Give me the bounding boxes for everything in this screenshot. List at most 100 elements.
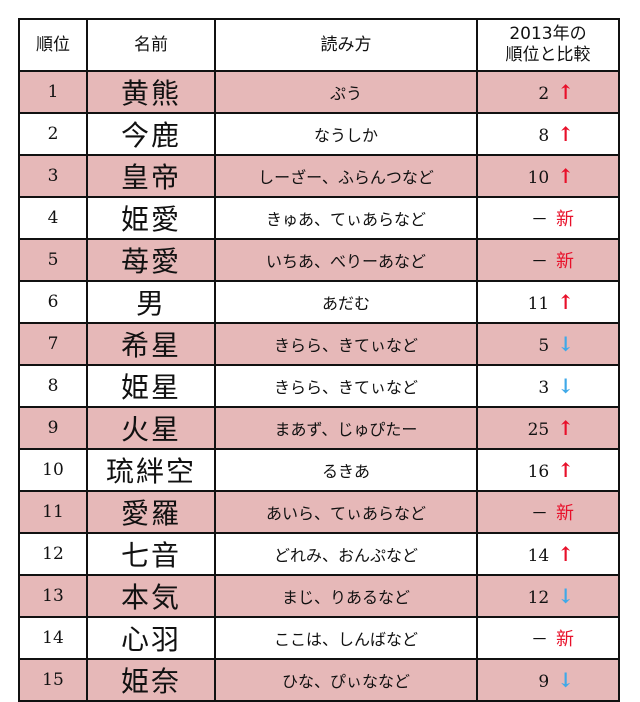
reading-cell: まあず、じゅぴたー [214,406,478,450]
reading-cell: しーざー、ふらんつなど [214,154,478,198]
name-cell: 愛羅 [86,490,216,534]
name-cell: 皇帝 [86,154,216,198]
name-cell: 姫星 [86,364,216,408]
rank-cell: 10 [18,448,88,492]
ranking-table-container: 順位 名前 読み方 2013年の 順位と比較 1 黄熊 ぷう 2 ↑ 2 今鹿 なうしか 8 ↑ 3… [18,18,620,702]
previous-rank: － [531,630,548,650]
comparison-content: 3 ↓ [504,374,592,398]
header-comparison-line2: 順位と比較 [505,45,591,65]
previous-rank: － [531,252,548,272]
up-arrow-icon: ↑ [557,164,574,188]
name-cell: 心羽 [86,616,216,660]
table-row: 5 苺愛 いちあ、べりーあなど－新 [18,238,620,282]
comparison-cell: 25 ↑ [476,406,620,450]
previous-rank: 10 [527,168,550,188]
name-cell: 苺愛 [86,238,216,282]
name-cell: 希星 [86,322,216,366]
table-row: 4 姫愛 きゅあ、てぃあらなど－新 [18,196,620,240]
rank-cell: 14 [18,616,88,660]
name-cell: 黄熊 [86,70,216,114]
reading-cell: きらら、きてぃなど [214,322,478,366]
table-row: 6 男あだむ 11 ↑ [18,280,620,324]
comparison-content: －新 [504,499,592,525]
rank-cell: 7 [18,322,88,366]
comparison-content: 11 ↑ [504,290,592,314]
rank-cell: 11 [18,490,88,534]
comparison-cell: 8 ↑ [476,112,620,156]
reading-cell: まじ、りあるなど [214,574,478,618]
name-cell: 姫愛 [86,196,216,240]
header-comparison-line1: 2013年の [509,24,587,44]
comparison-content: 25 ↑ [504,416,592,440]
table-row: 11 愛羅 あいら、てぃあらなど－新 [18,490,620,534]
table-row: 15 姫奈 ひな、ぴぃななど 9 ↓ [18,658,620,702]
up-arrow-icon: ↑ [557,290,574,314]
comparison-cell: 12 ↓ [476,574,620,618]
reading-cell: なうしか [214,112,478,156]
header-rank: 順位 [18,18,88,72]
down-arrow-icon: ↓ [557,668,574,692]
name-ranking-table: 順位 名前 読み方 2013年の 順位と比較 1 黄熊 ぷう 2 ↑ 2 今鹿 なうしか 8 ↑ 3… [18,18,620,702]
comparison-content: 10 ↑ [504,164,592,188]
up-arrow-icon: ↑ [557,542,574,566]
name-cell: 琉絆空 [86,448,216,492]
comparison-cell: －新 [476,490,620,534]
previous-rank: 11 [527,294,550,314]
previous-rank: 12 [527,588,550,608]
previous-rank: 3 [538,378,550,398]
name-cell: 男 [86,280,216,324]
previous-rank: 8 [538,126,550,146]
header-reading: 読み方 [214,18,478,72]
new-entry-mark: 新 [556,503,574,524]
down-arrow-icon: ↓ [557,584,574,608]
table-row: 13 本気 まじ、りあるなど 12 ↓ [18,574,620,618]
reading-cell: るきあ [214,448,478,492]
comparison-content: 12 ↓ [504,584,592,608]
table-row: 9 火星 まあず、じゅぴたー 25 ↑ [18,406,620,450]
table-row: 8 姫星 きらら、きてぃなど 3 ↓ [18,364,620,408]
up-arrow-icon: ↑ [557,80,574,104]
table-row: 7 希星 きらら、きてぃなど 5 ↓ [18,322,620,366]
comparison-cell: 10 ↑ [476,154,620,198]
reading-cell: あいら、てぃあらなど [214,490,478,534]
comparison-cell: 9 ↓ [476,658,620,702]
rank-cell: 9 [18,406,88,450]
name-cell: 七音 [86,532,216,576]
rank-cell: 3 [18,154,88,198]
comparison-cell: 14 ↑ [476,532,620,576]
comparison-content: －新 [504,247,592,273]
previous-rank: 9 [538,672,550,692]
name-cell: 姫奈 [86,658,216,702]
comparison-cell: －新 [476,196,620,240]
comparison-content: 14 ↑ [504,542,592,566]
comparison-content: －新 [504,625,592,651]
comparison-content: 5 ↓ [504,332,592,356]
reading-cell: きらら、きてぃなど [214,364,478,408]
rank-cell: 15 [18,658,88,702]
reading-cell: ぷう [214,70,478,114]
rank-cell: 2 [18,112,88,156]
table-header-row: 順位 名前 読み方 2013年の 順位と比較 [18,18,620,72]
new-entry-mark: 新 [556,251,574,272]
table-row: 12 七音 どれみ、おんぷなど 14 ↑ [18,532,620,576]
previous-rank: － [531,504,548,524]
comparison-content: 16 ↑ [504,458,592,482]
rank-cell: 12 [18,532,88,576]
down-arrow-icon: ↓ [557,332,574,356]
header-comparison: 2013年の 順位と比較 [476,18,620,72]
up-arrow-icon: ↑ [557,416,574,440]
up-arrow-icon: ↑ [557,458,574,482]
reading-cell: あだむ [214,280,478,324]
rank-cell: 5 [18,238,88,282]
table-row: 3 皇帝 しーざー、ふらんつなど 10 ↑ [18,154,620,198]
comparison-cell: 16 ↑ [476,448,620,492]
name-cell: 今鹿 [86,112,216,156]
table-row: 10 琉絆空 るきあ 16 ↑ [18,448,620,492]
previous-rank: 5 [538,336,550,356]
comparison-cell: 11 ↑ [476,280,620,324]
previous-rank: － [531,210,548,230]
down-arrow-icon: ↓ [557,374,574,398]
rank-cell: 4 [18,196,88,240]
reading-cell: ここは、しんばなど [214,616,478,660]
previous-rank: 2 [538,84,550,104]
